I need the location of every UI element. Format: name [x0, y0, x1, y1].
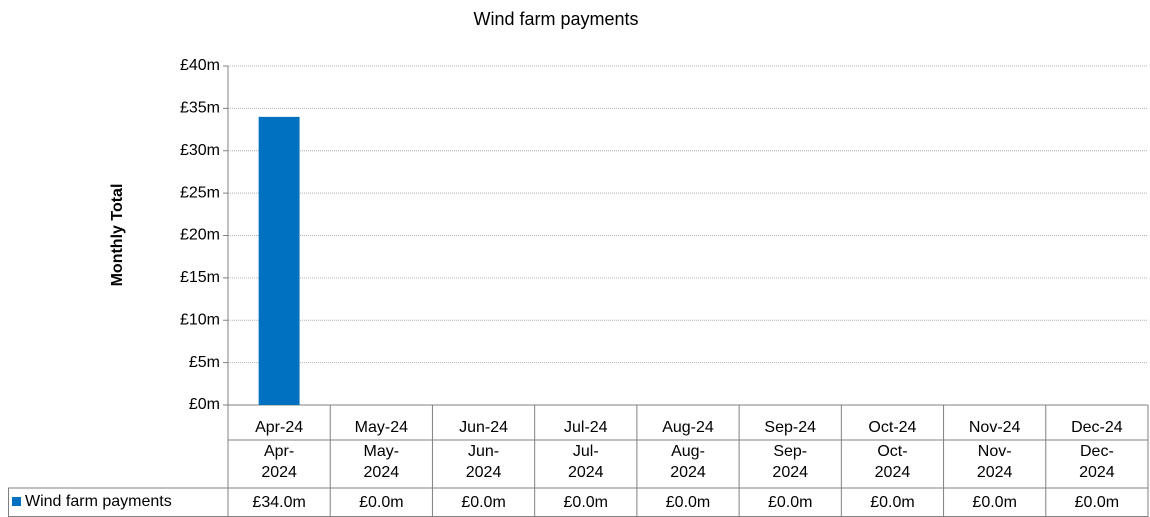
y-tick-label: £35m	[180, 100, 220, 117]
legend-swatch	[12, 497, 21, 506]
y-tick-label: £30m	[180, 142, 220, 159]
x-tick-label: Aug-24	[662, 419, 714, 436]
table-category: Dec-2024	[1079, 443, 1115, 481]
table-category: Apr-2024	[261, 443, 297, 481]
table-category: Jul-2024	[568, 443, 604, 481]
y-tick-label: £0m	[189, 396, 220, 413]
x-tick-label: Nov-24	[969, 419, 1021, 436]
x-tick-label: Jul-24	[564, 419, 608, 436]
table-value: £34.0m	[252, 494, 305, 511]
table-category: Oct-2024	[875, 443, 911, 481]
table-value: £0.0m	[461, 494, 505, 511]
x-tick-label: Oct-24	[868, 419, 916, 436]
table-category: May-2024	[364, 443, 400, 481]
table-value: £0.0m	[666, 494, 710, 511]
x-tick-label: Apr-24	[255, 419, 303, 436]
bar	[258, 116, 300, 405]
table-value: £0.0m	[972, 494, 1016, 511]
y-tick-label: £15m	[180, 269, 220, 286]
x-tick-label: Sep-24	[764, 419, 816, 436]
legend-label: Wind farm payments	[25, 493, 172, 510]
y-tick-label: £10m	[180, 311, 220, 328]
chart-title: Wind farm payments	[473, 9, 638, 29]
y-tick-label: £25m	[180, 184, 220, 201]
y-axis-label: Monthly Total	[109, 184, 126, 287]
table-value: £0.0m	[1075, 494, 1119, 511]
table-value: £0.0m	[768, 494, 812, 511]
y-tick-label: £40m	[180, 57, 220, 74]
table-value: £0.0m	[359, 494, 403, 511]
y-tick-label: £5m	[189, 354, 220, 371]
table-value: £0.0m	[564, 494, 608, 511]
x-tick-label: Dec-24	[1071, 419, 1123, 436]
y-tick-label: £20m	[180, 227, 220, 244]
table-category: Aug-2024	[670, 443, 706, 481]
table-category: Nov-2024	[977, 443, 1013, 481]
x-tick-label: Jun-24	[459, 419, 508, 436]
table-value: £0.0m	[870, 494, 914, 511]
x-tick-label: May-24	[355, 419, 408, 436]
table-category: Sep-2024	[772, 443, 808, 481]
table-category: Jun-2024	[466, 443, 502, 481]
